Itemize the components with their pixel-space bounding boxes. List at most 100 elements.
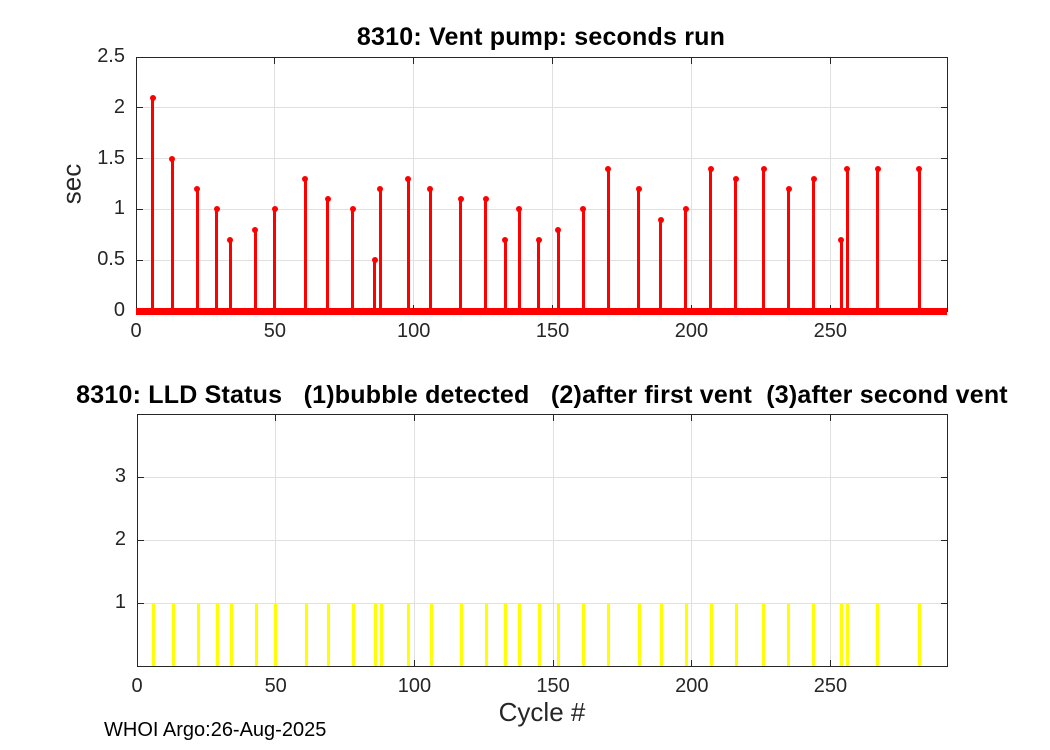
status-bar [304,603,308,666]
stem-marker [605,165,612,172]
plot-box [136,57,948,312]
stem-line [373,260,377,314]
status-bar [876,603,880,666]
v-gridline [552,58,554,310]
tick-mark [138,602,144,604]
tick-mark [136,415,138,421]
stem-marker [916,165,923,172]
stem-line [684,209,688,314]
status-bar [229,603,233,666]
stem-marker [227,236,234,243]
status-bar [684,603,688,666]
stem-marker [302,175,309,182]
y-tick-label: 2 [114,528,126,550]
stem-marker [810,175,817,182]
stem-marker [555,226,562,233]
tick-mark [941,107,947,109]
status-bar [152,603,156,666]
tick-mark [137,208,143,210]
y-tick-label: 1 [113,197,125,220]
stem-line [228,239,232,314]
status-bar [840,603,844,666]
y-tick-label: 0.5 [97,248,125,271]
stem-line [170,158,174,314]
stem-line [581,209,585,314]
x-tick-label: 150 [536,675,570,697]
tick-mark [941,539,947,541]
status-bar [429,603,433,666]
stem-marker [502,236,509,243]
status-bar [557,603,561,666]
status-bar [812,603,816,666]
stem-marker [535,236,542,243]
x-axis-label: Cycle # [498,697,586,727]
status-bar [762,603,766,666]
stem-marker [252,226,259,233]
tick-mark [137,259,143,261]
stem-line [459,199,463,314]
tick-mark [138,476,144,478]
tick-mark [275,415,277,421]
stem-line [378,189,382,314]
x-tick-label: 150 [535,320,570,342]
status-bar [637,603,641,666]
stem-line [637,189,641,314]
status-bar [518,603,522,666]
stem-marker [271,206,278,213]
status-bar [274,603,278,666]
tick-mark [274,58,276,64]
h-gridline [138,602,946,604]
stem-line [517,209,521,314]
stem-marker [760,165,767,172]
y-tick-label: 0 [113,299,125,321]
stem-line [845,168,849,314]
tick-mark [413,415,415,421]
stem-marker [785,186,792,193]
status-bar [215,603,219,666]
tick-mark [137,158,143,160]
x-tick-label: 100 [397,675,432,697]
zero-baseline [136,308,947,315]
stem-line [762,168,766,314]
tick-mark [691,660,693,666]
stem-marker [377,186,384,193]
tick-mark [552,660,554,666]
tick-mark [552,58,554,64]
x-tick-label: 200 [675,675,709,697]
y-tick-label: 1.5 [97,146,125,169]
stem-line [253,229,257,314]
stem-line [406,178,410,314]
v-gridline [829,58,831,310]
v-gridline [690,58,692,310]
stem-line [537,239,541,314]
status-bar [787,603,791,666]
y-tick-label: 2 [113,95,125,118]
status-bar [709,603,713,666]
h-gridline [137,259,946,261]
x-tick-label: 50 [263,320,286,342]
tick-mark [690,58,692,64]
stem-line [428,189,432,314]
stem-marker [213,206,220,213]
status-bar [485,603,489,666]
status-bar [351,603,355,666]
status-bar [917,603,921,666]
status-bar [537,603,541,666]
status-bar [374,603,378,666]
bottom-plot-title: 8310: LLD Status (1)bubble detected (2)a… [76,381,1008,409]
tick-mark [829,58,831,64]
stem-line [484,199,488,314]
stem-marker [874,165,881,172]
tick-mark [941,476,947,478]
tick-mark [135,58,137,64]
stem-marker [580,206,587,213]
tick-mark [136,660,138,666]
plot-box [137,414,948,667]
x-tick-label: 100 [397,320,431,342]
status-bar [326,603,330,666]
tick-mark [413,58,415,64]
tick-mark [138,539,144,541]
stem-line [812,178,816,314]
tick-mark [829,660,831,666]
stem-marker [707,165,714,172]
